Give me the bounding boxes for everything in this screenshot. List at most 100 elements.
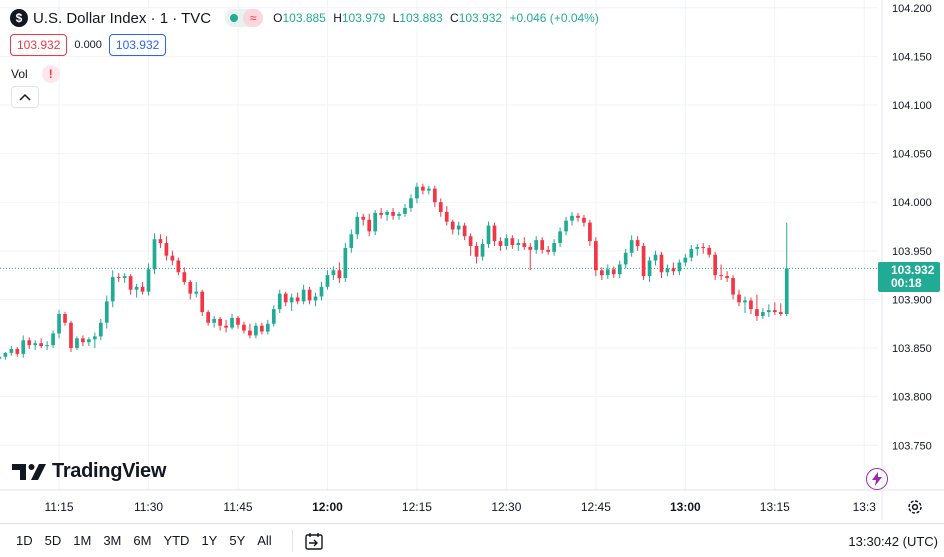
- candle[interactable]: [0, 354, 2, 364]
- candle[interactable]: [510, 235, 515, 249]
- candle[interactable]: [450, 219, 455, 235]
- candle[interactable]: [492, 222, 497, 246]
- candle[interactable]: [194, 281, 199, 298]
- candle[interactable]: [701, 243, 706, 254]
- candlestick-chart[interactable]: 104.200 104.150 104.100 104.050 104.000 103.9…: [0, 0, 944, 520]
- candle[interactable]: [104, 295, 109, 329]
- collapse-legend-button[interactable]: [11, 86, 39, 108]
- candle[interactable]: [307, 286, 312, 305]
- candle[interactable]: [623, 248, 628, 269]
- candle[interactable]: [737, 289, 741, 307]
- candle[interactable]: [641, 243, 646, 280]
- candle[interactable]: [629, 235, 634, 257]
- candle[interactable]: [421, 183, 425, 195]
- candle[interactable]: [343, 243, 348, 282]
- candle[interactable]: [188, 280, 193, 300]
- candle[interactable]: [254, 322, 258, 339]
- candle[interactable]: [647, 256, 652, 282]
- volume-label[interactable]: Vol: [11, 67, 28, 81]
- candle[interactable]: [277, 289, 282, 314]
- candle[interactable]: [385, 210, 389, 221]
- candle[interactable]: [731, 275, 735, 300]
- candle[interactable]: [98, 318, 103, 341]
- candle[interactable]: [75, 336, 79, 350]
- candle[interactable]: [456, 221, 461, 236]
- candle[interactable]: [707, 245, 712, 258]
- candle[interactable]: [772, 302, 777, 315]
- candle[interactable]: [176, 257, 181, 276]
- range-button-6m[interactable]: 6M: [133, 533, 152, 548]
- candle[interactable]: [15, 347, 20, 357]
- candle[interactable]: [576, 212, 580, 222]
- candle[interactable]: [468, 233, 473, 256]
- candle[interactable]: [3, 351, 8, 360]
- tradingview-logo[interactable]: TradingView: [12, 460, 166, 483]
- chart-area[interactable]: 104.200 104.150 104.100 104.050 104.000 103.9…: [0, 0, 944, 520]
- candle[interactable]: [170, 250, 175, 266]
- candle[interactable]: [552, 239, 556, 256]
- utc-clock[interactable]: 13:30:42 (UTC): [848, 533, 938, 549]
- buy-price-button[interactable]: 103.932: [108, 34, 167, 56]
- range-button-ytd[interactable]: YTD: [163, 533, 190, 548]
- candle[interactable]: [719, 264, 723, 280]
- candle[interactable]: [122, 273, 127, 283]
- candle[interactable]: [331, 266, 336, 280]
- candle[interactable]: [546, 245, 551, 255]
- candle[interactable]: [92, 332, 97, 349]
- candle[interactable]: [677, 259, 682, 276]
- candle[interactable]: [427, 185, 431, 195]
- candle[interactable]: [594, 237, 598, 277]
- candle[interactable]: [33, 340, 38, 350]
- candle[interactable]: [289, 293, 294, 312]
- range-button-5y[interactable]: 5Y: [229, 533, 246, 548]
- candle[interactable]: [182, 267, 187, 285]
- candle[interactable]: [755, 294, 759, 321]
- candle[interactable]: [230, 314, 234, 330]
- candle[interactable]: [206, 310, 211, 326]
- range-button-1y[interactable]: 1Y: [201, 533, 218, 548]
- candle[interactable]: [683, 253, 688, 267]
- candle[interactable]: [283, 291, 288, 307]
- candle[interactable]: [653, 250, 658, 266]
- candle[interactable]: [432, 185, 437, 208]
- candle[interactable]: [27, 337, 32, 350]
- candle[interactable]: [355, 211, 360, 240]
- go-to-date-icon[interactable]: [303, 530, 325, 552]
- candle[interactable]: [635, 236, 640, 251]
- candle[interactable]: [319, 281, 324, 301]
- candle[interactable]: [236, 315, 240, 329]
- candle[interactable]: [462, 222, 467, 241]
- candle[interactable]: [498, 237, 503, 251]
- candle[interactable]: [665, 264, 670, 277]
- candle[interactable]: [766, 304, 771, 317]
- candle[interactable]: [110, 270, 115, 308]
- candle[interactable]: [486, 221, 491, 248]
- candle[interactable]: [540, 237, 545, 254]
- candle[interactable]: [558, 227, 562, 247]
- candle[interactable]: [713, 251, 718, 280]
- candle[interactable]: [397, 211, 401, 220]
- candle[interactable]: [224, 319, 228, 333]
- candle[interactable]: [325, 270, 330, 290]
- candle[interactable]: [778, 303, 783, 316]
- gear-icon[interactable]: [906, 498, 924, 516]
- range-button-1m[interactable]: 1M: [73, 533, 92, 548]
- candle[interactable]: [784, 222, 789, 316]
- candle[interactable]: [337, 262, 342, 283]
- candle[interactable]: [570, 211, 574, 226]
- candle[interactable]: [409, 194, 413, 212]
- candle[interactable]: [444, 206, 449, 226]
- candle[interactable]: [582, 214, 586, 227]
- sell-price-button[interactable]: 103.932: [10, 34, 68, 56]
- range-button-5d[interactable]: 5D: [44, 533, 62, 548]
- candle[interactable]: [695, 244, 700, 256]
- candle[interactable]: [480, 239, 485, 261]
- dollar-icon[interactable]: $: [10, 9, 28, 27]
- candle[interactable]: [128, 274, 133, 295]
- range-button-3m[interactable]: 3M: [103, 533, 122, 548]
- candle[interactable]: [516, 239, 521, 251]
- candle[interactable]: [21, 335, 26, 358]
- candle[interactable]: [367, 213, 372, 237]
- candle[interactable]: [528, 243, 533, 271]
- candle[interactable]: [564, 216, 568, 236]
